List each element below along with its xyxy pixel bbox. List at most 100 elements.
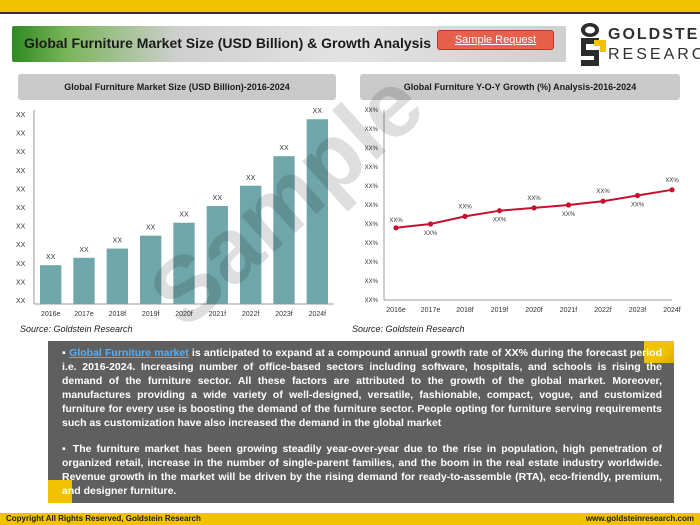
bar-x-tick-label: 2019f <box>142 311 160 318</box>
logo-text-line2: RESEARCH <box>608 46 700 63</box>
line-x-tick-label: 2019f <box>491 307 509 314</box>
line-point-2021f <box>565 202 572 208</box>
line-chart-title: Global Furniture Y-O-Y Growth (%) Analys… <box>360 74 680 100</box>
footer-website-link[interactable]: www.goldsteinresearch.com <box>585 514 694 523</box>
line-x-tick-label: 2020f <box>525 307 543 314</box>
bar-y-tick-label: XX <box>16 224 26 231</box>
bar-chart-title: Global Furniture Market Size (USD Billio… <box>18 74 336 100</box>
line-point-2020f <box>531 205 537 211</box>
bar-x-tick-label: 2021f <box>209 311 227 318</box>
bar-data-label: XX <box>146 225 156 232</box>
bar-x-tick-label: 2023f <box>275 311 293 318</box>
line-y-tick-label: XX% <box>365 184 379 190</box>
bar-data-label: XX <box>279 145 289 152</box>
bar-2018f <box>106 248 128 304</box>
bar-2023f <box>273 156 295 304</box>
line-data-label: XX% <box>665 178 679 184</box>
sample-request-button[interactable]: Sample Request <box>437 30 554 50</box>
bar-x-tick-label: 2018f <box>109 311 127 318</box>
line-x-tick-label: 2016e <box>386 307 406 314</box>
paragraph-1-text: is anticipated to expand at a compound a… <box>62 347 663 429</box>
bar-y-tick-label: XX <box>16 112 26 119</box>
line-chart: XX% XX% XX% XX% XX% XX% XX% XX% XX% XX% XX% XX% 201… <box>365 108 681 314</box>
bar-data-label: XX <box>113 238 123 245</box>
bar-chart: XX XX XX XX XX XX XX XX XX XX XX XX 2016e XX 2017e XX 2… <box>16 108 334 318</box>
line-data-label: XX% <box>424 231 438 237</box>
description-box-accent <box>644 341 674 363</box>
bar-2016e <box>40 265 62 304</box>
footer: Copyright All Rights Reserved, Goldstein… <box>0 513 700 525</box>
line-point-2023f <box>634 192 641 199</box>
bar-x-tick-label: 2017e <box>74 311 94 318</box>
bar-y-tick-label: XX <box>16 168 26 175</box>
line-data-label: XX% <box>493 218 507 224</box>
line-x-tick-label: 2022f <box>594 307 612 314</box>
bar-data-label: XX <box>246 175 256 182</box>
line-data-label: XX% <box>458 204 472 210</box>
line-data-label: XX% <box>389 218 403 224</box>
paragraph-2: ▪ The furniture market has been growing … <box>62 443 662 497</box>
line-x-tick-label: 2017e <box>421 307 441 314</box>
line-data-label: XX% <box>562 212 576 218</box>
bar-x-tick-label: 2024f <box>309 311 327 318</box>
line-data-label: XX% <box>631 203 645 209</box>
bar-data-label: XX <box>213 195 223 202</box>
line-point-2024f <box>669 187 675 193</box>
line-y-tick-label: XX% <box>365 298 379 304</box>
bar-x-tick-label: 2020f <box>175 311 193 318</box>
bar-y-tick-label: XX <box>16 298 26 305</box>
description-box-accent-bottom <box>48 480 72 503</box>
line-chart-source: Source: Goldstein Research <box>352 324 465 334</box>
bar-y-tick-label: XX <box>16 261 26 268</box>
bar-data-label: XX <box>46 254 56 261</box>
top-accent-strip <box>0 0 700 12</box>
line-data-label: XX% <box>527 196 541 202</box>
bar-x-tick-label: 2016e <box>41 311 61 318</box>
line-y-tick-label: XX% <box>365 165 379 171</box>
line-point-2018f <box>462 213 468 219</box>
line-x-tick-label: 2024f <box>663 307 681 314</box>
line-x-tick-label: 2023f <box>629 307 647 314</box>
description-box <box>48 341 674 503</box>
line-x-tick-label: 2018f <box>456 307 474 314</box>
bar-2021f <box>206 206 228 304</box>
footer-copyright: Copyright All Rights Reserved, Goldstein… <box>6 514 201 523</box>
bar-2019f <box>140 235 162 304</box>
line-y-tick-label: XX% <box>365 241 379 247</box>
global-furniture-market-link[interactable]: Global Furniture market <box>69 347 189 359</box>
line-y-tick-label: XX% <box>365 222 379 228</box>
bar-y-tick-label: XX <box>16 149 26 156</box>
page-title: Global Furniture Market Size (USD Billio… <box>24 35 432 51</box>
bar-2024f <box>306 119 328 304</box>
line-y-tick-label: XX% <box>365 279 379 285</box>
line-point-2017e <box>427 221 434 227</box>
line-y-tick-label: XX% <box>365 146 379 152</box>
bar-2022f <box>240 185 262 304</box>
line-y-tick-label: XX% <box>365 127 379 133</box>
bar-y-tick-label: XX <box>16 205 26 212</box>
bar-y-tick-label: XX <box>16 279 26 286</box>
paragraph-1: ▪ Global Furniture market is anticipated… <box>62 347 663 429</box>
bar-2017e <box>73 257 95 304</box>
goldstein-logo-icon <box>581 23 606 66</box>
bar-y-tick-label: XX <box>16 131 26 138</box>
line-x-tick-label: 2021f <box>560 307 578 314</box>
logo-text-line1: GOLDSTEIN <box>608 26 700 43</box>
bar-y-tick-label: XX <box>16 242 26 249</box>
bar-y-tick-label: XX <box>16 186 26 193</box>
bar-x-tick-label: 2022f <box>242 311 260 318</box>
line-data-label: XX% <box>596 189 610 195</box>
bar-data-label: XX <box>313 108 323 115</box>
line-y-tick-label: XX% <box>365 203 379 209</box>
line-y-tick-label: XX% <box>365 108 379 114</box>
bar-chart-source: Source: Goldstein Research <box>20 324 133 334</box>
line-point-2016e <box>393 225 399 231</box>
paragraph-2-text: The furniture market has been growing st… <box>62 443 662 497</box>
bar-data-label: XX <box>79 247 89 254</box>
line-point-2019f <box>496 208 503 214</box>
bar-2020f <box>173 222 195 304</box>
line-point-2022f <box>600 198 606 204</box>
line-y-tick-label: XX% <box>365 260 379 266</box>
top-divider <box>0 12 700 14</box>
bar-data-label: XX <box>179 212 189 219</box>
